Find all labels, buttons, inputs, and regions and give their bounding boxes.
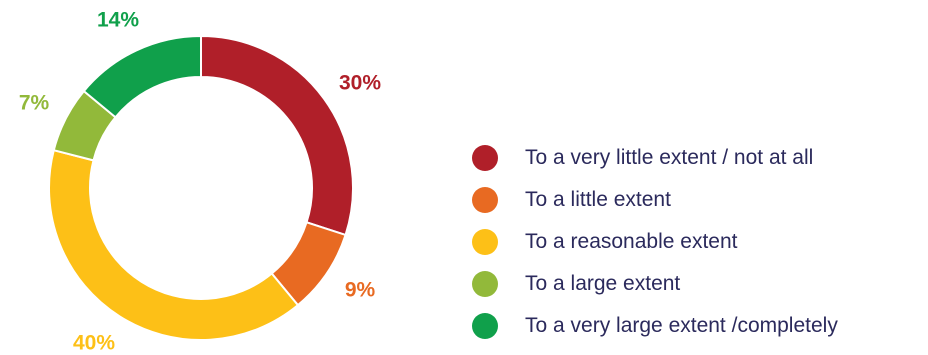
legend-marker <box>472 271 498 297</box>
legend-item: To a little extent <box>472 179 838 221</box>
chart-legend: To a very little extent / not at all To … <box>472 137 838 347</box>
legend-item: To a reasonable extent <box>472 221 838 263</box>
legend-marker <box>472 229 498 255</box>
data-label: 7% <box>19 92 50 115</box>
data-label: 14% <box>97 9 139 32</box>
legend-label: To a large extent <box>525 272 681 295</box>
legend-label: To a very little extent / not at all <box>525 146 814 169</box>
legend-item: To a very large extent /completely <box>472 305 838 347</box>
legend-label: To a little extent <box>525 188 671 211</box>
data-label: 9% <box>345 279 376 302</box>
donut-slice <box>200 34 354 237</box>
donut-slice <box>48 148 300 341</box>
legend-marker <box>472 145 498 171</box>
legend-label: To a very large extent /completely <box>525 314 838 337</box>
data-label: 40% <box>73 332 115 355</box>
legend-label: To a reasonable extent <box>525 230 738 253</box>
legend-marker <box>472 187 498 213</box>
legend-item: To a very little extent / not at all <box>472 137 838 179</box>
legend-item: To a large extent <box>472 263 838 305</box>
legend-marker <box>472 313 498 339</box>
data-label: 30% <box>339 72 381 95</box>
donut-slice <box>82 34 202 119</box>
